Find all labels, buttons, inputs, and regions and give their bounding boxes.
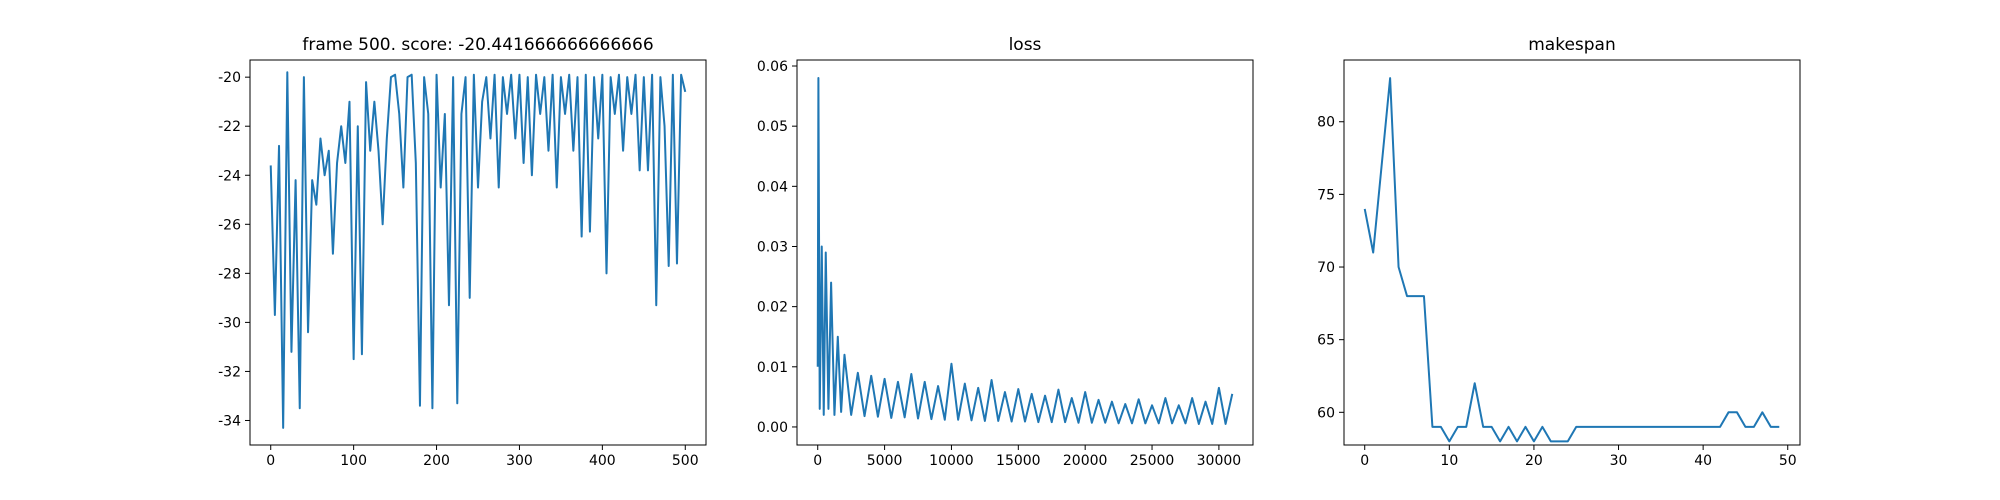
y-tick-label: -20 bbox=[218, 70, 241, 86]
y-tick-label: -24 bbox=[218, 168, 241, 184]
x-tick-label: 30000 bbox=[1197, 453, 1242, 469]
line-series bbox=[1363, 77, 1780, 443]
axes-frame bbox=[249, 59, 707, 446]
chart-title: makespan bbox=[1528, 35, 1616, 55]
x-tick-label: 40 bbox=[1694, 453, 1712, 469]
x-tick-label: 400 bbox=[589, 453, 616, 469]
y-tick-label: 60 bbox=[1317, 405, 1335, 421]
y-tick-label: -28 bbox=[218, 266, 241, 282]
y-tick-label: -32 bbox=[218, 364, 241, 380]
x-tick-label: 10000 bbox=[929, 453, 974, 469]
y-tick-label: 80 bbox=[1317, 115, 1335, 131]
x-tick-label: 100 bbox=[340, 453, 367, 469]
y-tick-label: 0.04 bbox=[757, 179, 788, 195]
chart-title: loss bbox=[1009, 35, 1042, 55]
y-tick-label: 0.01 bbox=[757, 360, 788, 376]
x-tick-label: 5000 bbox=[867, 453, 903, 469]
y-tick-label: -30 bbox=[218, 315, 241, 331]
y-tick-label: 0.03 bbox=[757, 239, 788, 255]
x-tick-label: 0 bbox=[266, 453, 275, 469]
axes-frame bbox=[796, 59, 1254, 446]
x-tick-label: 30 bbox=[1610, 453, 1628, 469]
x-tick-label: 0 bbox=[1360, 453, 1369, 469]
y-tick-label: 0.02 bbox=[757, 300, 788, 316]
x-tick-label: 10 bbox=[1440, 453, 1458, 469]
line-series bbox=[816, 77, 1234, 425]
x-tick-label: 20 bbox=[1525, 453, 1543, 469]
y-tick-label: -34 bbox=[218, 413, 241, 429]
x-tick-label: 500 bbox=[672, 453, 699, 469]
y-tick-label: 70 bbox=[1317, 260, 1335, 276]
x-tick-label: 20000 bbox=[1063, 453, 1108, 469]
x-tick-label: 0 bbox=[813, 453, 822, 469]
x-tick-label: 25000 bbox=[1130, 453, 1175, 469]
x-tick-label: 200 bbox=[423, 453, 450, 469]
y-tick-label: 0.06 bbox=[757, 59, 788, 75]
axes-frame bbox=[1343, 59, 1801, 446]
line-series bbox=[269, 71, 687, 429]
chart-title: frame 500. score: -20.441666666666666 bbox=[302, 35, 653, 55]
x-tick-label: 300 bbox=[506, 453, 533, 469]
x-tick-label: 50 bbox=[1779, 453, 1797, 469]
y-tick-label: -22 bbox=[218, 119, 241, 135]
y-tick-label: 0.05 bbox=[757, 119, 788, 135]
x-tick-label: 15000 bbox=[996, 453, 1041, 469]
y-tick-label: 75 bbox=[1317, 187, 1335, 203]
y-tick-label: 0.00 bbox=[757, 420, 788, 436]
y-tick-label: -26 bbox=[218, 217, 241, 233]
y-tick-label: 65 bbox=[1317, 333, 1335, 349]
